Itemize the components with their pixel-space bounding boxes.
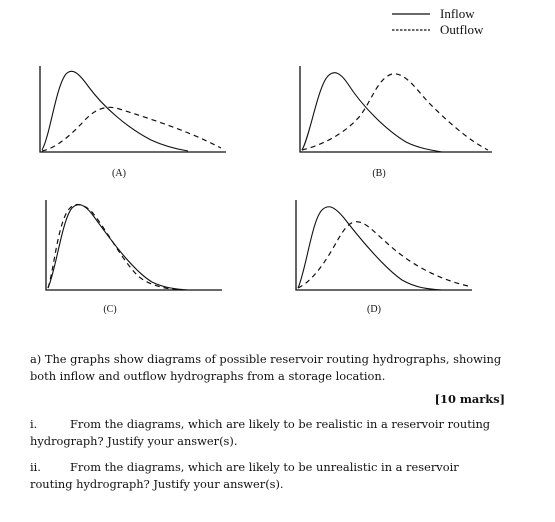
- question-ii-text: From the diagrams, which are likely to b…: [70, 460, 459, 474]
- legend-inflow-label: Inflow: [440, 6, 475, 21]
- question-i-line2: hydrograph? Justify your answer(s).: [30, 434, 238, 448]
- graph-a-caption: (A): [112, 168, 126, 179]
- legend-outflow: Outflow: [392, 22, 512, 38]
- graph-c-caption: (C): [103, 304, 117, 315]
- graph-b-outflow: [301, 73, 489, 151]
- question-i-line1: i. From the diagrams, which are likely to…: [30, 416, 530, 433]
- marks-label: [10 marks]: [434, 392, 505, 406]
- question-i-number: i.: [30, 417, 38, 431]
- legend: Inflow Outflow: [392, 6, 512, 40]
- graph-b-caption: (B): [372, 168, 386, 179]
- question-ii-number: ii.: [30, 460, 41, 474]
- graph-b-plot: [299, 66, 492, 153]
- graph-c: (C): [42, 200, 222, 315]
- graph-a-outflow: [41, 106, 222, 152]
- graph-c-axes: [45, 200, 222, 291]
- graph-b-inflow: [301, 72, 443, 153]
- legend-outflow-label: Outflow: [440, 22, 484, 37]
- question-i-text: From the diagrams, which are likely to b…: [70, 417, 491, 431]
- graph-a-axes: [39, 66, 226, 153]
- graph-d-inflow: [297, 206, 443, 291]
- graph-c-outflow: [47, 203, 183, 291]
- question-intro-line2: both inflow and outflow hydrographs from…: [30, 369, 386, 383]
- inflow-line-swatch: [392, 13, 430, 15]
- graph-c-plot: [45, 200, 222, 291]
- graph-d: (D): [292, 200, 478, 315]
- graph-a: (A): [36, 66, 226, 179]
- legend-inflow: Inflow: [392, 6, 512, 22]
- graph-a-inflow: [41, 70, 189, 152]
- graph-a-plot: [39, 66, 226, 153]
- graph-b-axes: [299, 66, 492, 153]
- graph-d-axes: [295, 200, 472, 291]
- question-ii-line1: ii. From the diagrams, which are likely t…: [30, 459, 530, 476]
- question-ii-line2: routing hydrograph? Justify your answer(…: [30, 477, 284, 491]
- question-intro-line1: a) The graphs show diagrams of possible …: [30, 352, 502, 366]
- graph-b: (B): [296, 66, 492, 179]
- graph-d-outflow: [297, 221, 469, 289]
- graph-d-plot: [295, 200, 472, 291]
- graph-d-caption: (D): [367, 304, 381, 315]
- graph-c-inflow: [47, 204, 189, 291]
- outflow-line-swatch: [392, 29, 430, 31]
